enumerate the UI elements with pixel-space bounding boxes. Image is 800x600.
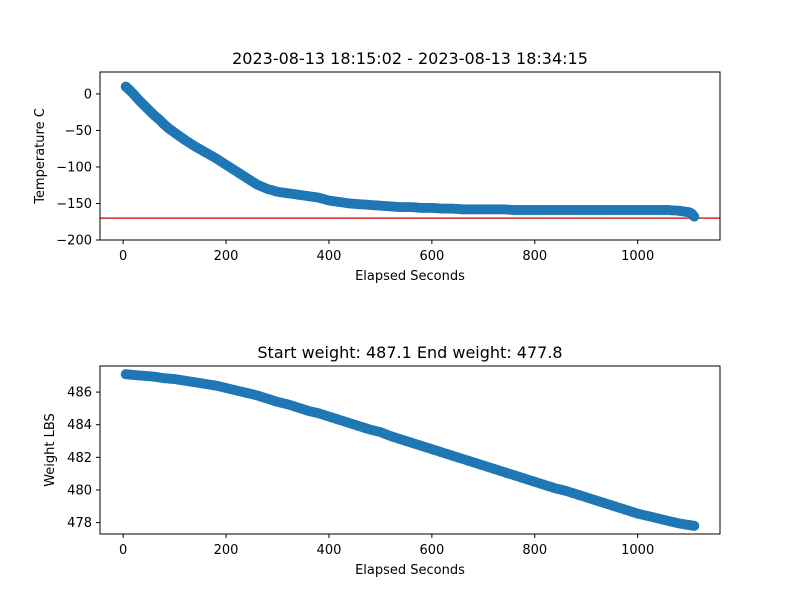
weight-axis-ticks: 0 200 400 600 800 1000 478 480 482 484 486: [67, 386, 654, 558]
weight-y-tick-label: 482: [67, 451, 92, 466]
weight-x-tick-label: 200: [214, 543, 239, 558]
weight-y-tick-label: 486: [67, 386, 92, 401]
temperature-x-tick-label: 400: [317, 249, 342, 264]
temperature-chart-title: 2023-08-13 18:15:02 - 2023-08-13 18:34:1…: [232, 49, 588, 68]
temperature-x-tick-label: 1000: [621, 249, 654, 264]
weight-y-tick-label: 478: [67, 516, 92, 531]
temperature-x-tick-label: 200: [214, 249, 239, 264]
weight-x-tick-label: 600: [419, 543, 444, 558]
weight-x-tick-label: 400: [317, 543, 342, 558]
temperature-chart: 2023-08-13 18:15:02 - 2023-08-13 18:34:1…: [33, 49, 721, 284]
temperature-y-tick-label: −150: [56, 197, 92, 212]
weight-x-tick-label: 0: [119, 543, 127, 558]
weight-chart-title: Start weight: 487.1 End weight: 477.8: [257, 343, 562, 362]
temperature-x-tick-label: 0: [119, 249, 127, 264]
temperature-point: [689, 211, 700, 222]
weight-x-tick-label: 800: [522, 543, 547, 558]
temperature-y-tick-label: −50: [65, 124, 92, 139]
weight-y-tick-label: 484: [67, 418, 92, 433]
weight-y-tick-label: 480: [67, 483, 92, 498]
weight-plot-frame: [99, 365, 721, 535]
temperature-y-tick-label: −200: [56, 234, 92, 249]
weight-y-axis-label: Weight LBS: [43, 413, 58, 487]
temperature-axis-ticks: 0 200 400 600 800 1000 0 −50 −100 −150 −200: [56, 87, 654, 264]
weight-point: [689, 520, 700, 531]
temperature-data-points: [100, 81, 720, 222]
temperature-y-tick-label: 0: [84, 87, 92, 102]
weight-chart: Start weight: 487.1 End weight: 477.8 0 2…: [43, 343, 721, 578]
temperature-x-tick-label: 800: [522, 249, 547, 264]
weight-x-axis-label: Elapsed Seconds: [355, 563, 465, 578]
weight-x-tick-label: 1000: [621, 543, 654, 558]
temperature-x-axis-label: Elapsed Seconds: [355, 269, 465, 284]
temperature-x-tick-label: 600: [419, 249, 444, 264]
weight-data-points: [120, 369, 700, 531]
temperature-y-axis-label: Temperature C: [33, 108, 48, 205]
temperature-plot-frame: [99, 71, 721, 241]
temperature-y-tick-label: −100: [56, 160, 92, 175]
